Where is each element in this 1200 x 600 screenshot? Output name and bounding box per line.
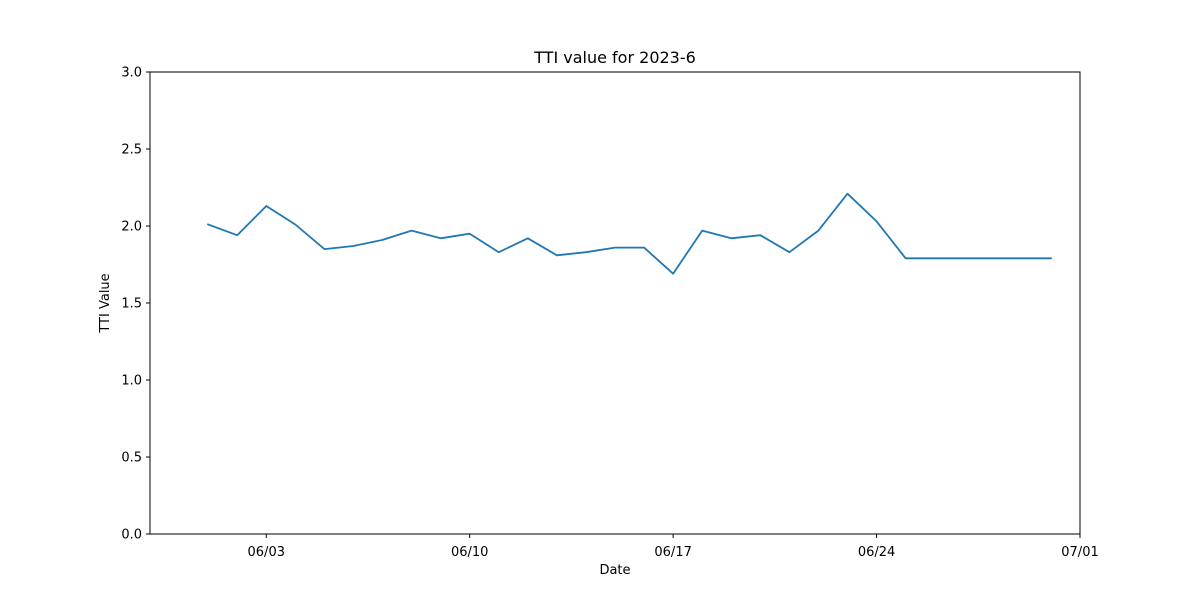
x-tick-label: 06/17 <box>654 545 691 560</box>
y-tick-label: 0.5 <box>121 451 142 466</box>
x-axis-label: Date <box>599 563 630 578</box>
y-tick-label: 1.5 <box>121 297 142 312</box>
x-tick-label: 06/10 <box>451 545 488 560</box>
y-tick-label: 3.0 <box>121 66 142 81</box>
x-tick-label: 06/24 <box>858 545 895 560</box>
y-tick-label: 0.0 <box>121 528 142 543</box>
ticks-layer: 0.0 0.5 1.0 1.5 2.0 2.5 3.0 06/03 06/10 06/17 06/2… <box>121 66 1098 561</box>
y-tick-label: 2.5 <box>121 143 142 158</box>
x-tick-label: 06/03 <box>248 545 285 560</box>
y-tick-label: 1.0 <box>121 374 142 389</box>
chart-title: TTI value for 2023-6 <box>533 48 696 67</box>
series-line <box>206 192 1052 275</box>
y-axis-label: TTI Value <box>98 273 113 333</box>
series-layer <box>206 192 1052 275</box>
y-tick-label: 2.0 <box>121 220 142 235</box>
plot-frame <box>149 71 1081 535</box>
x-tick-label: 07/01 <box>1061 545 1098 560</box>
